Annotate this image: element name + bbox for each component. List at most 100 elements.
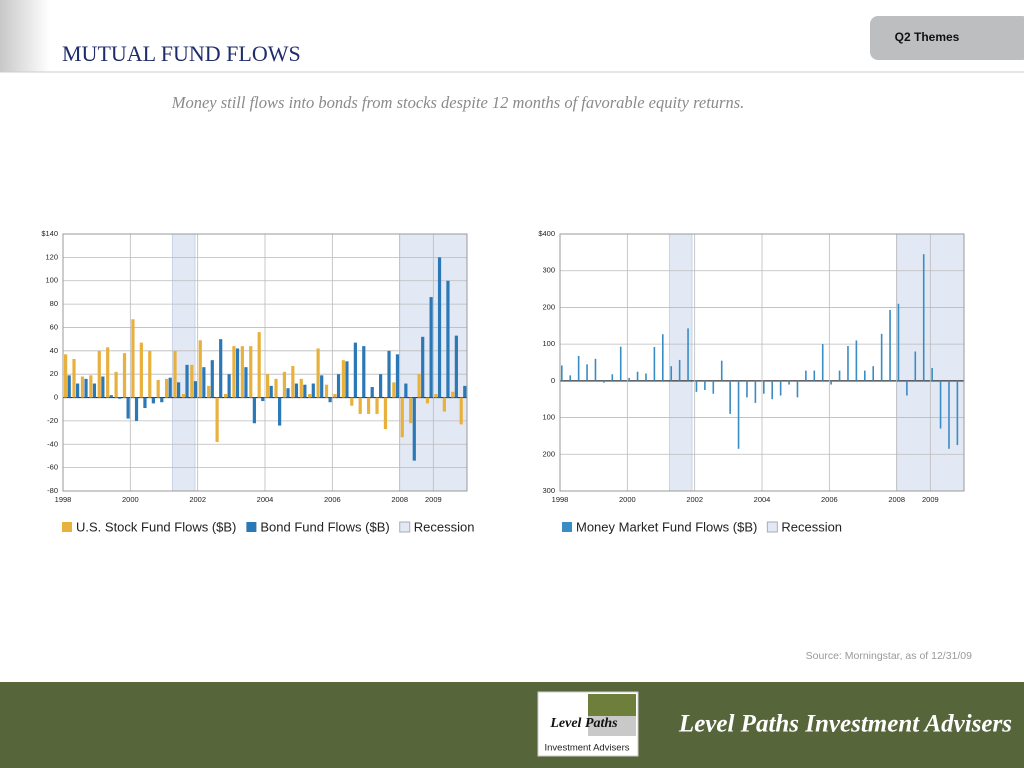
- bar: [134, 397, 139, 421]
- y-tick-label: 100: [542, 339, 555, 348]
- bar: [704, 380, 706, 391]
- bar: [370, 387, 374, 398]
- bar: [788, 380, 790, 385]
- bar: [148, 350, 152, 398]
- bar: [446, 280, 450, 398]
- bar: [577, 355, 580, 381]
- bar: [223, 394, 228, 398]
- bar: [320, 375, 324, 398]
- bar: [139, 342, 143, 398]
- slide-title: MUTUAL FUND FLOWS: [62, 41, 301, 66]
- x-tick-label: 2008: [391, 495, 408, 504]
- bar: [198, 340, 202, 398]
- bar: [412, 397, 416, 461]
- bar: [72, 358, 76, 398]
- bar: [122, 353, 127, 398]
- bar: [143, 397, 147, 409]
- bar: [89, 375, 93, 398]
- bar: [274, 378, 278, 398]
- bar: [956, 380, 959, 446]
- bar: [193, 381, 198, 398]
- bar: [106, 347, 110, 398]
- y-tick-label: 0: [551, 376, 555, 385]
- bar: [336, 374, 341, 398]
- bar: [207, 385, 211, 398]
- bar: [353, 342, 357, 398]
- bar: [257, 332, 261, 398]
- bar: [316, 348, 320, 398]
- bar: [561, 365, 563, 381]
- bar: [67, 375, 71, 398]
- bar: [252, 397, 256, 424]
- bar: [165, 378, 169, 398]
- bar: [417, 374, 421, 398]
- bar: [249, 346, 253, 398]
- bar: [662, 334, 664, 381]
- logo-subtitle: Investment Advisers: [544, 743, 629, 754]
- bar: [80, 376, 85, 398]
- x-tick-label: 2004: [257, 495, 274, 504]
- bar: [151, 397, 155, 404]
- bar: [437, 257, 442, 398]
- bar: [636, 371, 639, 381]
- bar: [939, 380, 942, 429]
- legend-label: Bond Fund Flows ($B): [260, 519, 389, 534]
- y-tick-label: 120: [45, 252, 58, 261]
- bar: [813, 370, 816, 381]
- bar: [173, 350, 177, 398]
- y-tick-label: 20: [50, 369, 58, 378]
- x-tick-label: 1998: [552, 495, 569, 504]
- y-tick-label: 80: [50, 299, 58, 308]
- x-tick-label: 2000: [122, 495, 139, 504]
- y-tick-label: 200: [542, 449, 555, 458]
- bar: [569, 375, 572, 381]
- legend-swatch: [62, 522, 72, 532]
- bar: [678, 359, 681, 381]
- bar: [425, 397, 430, 404]
- legend-swatch: [399, 521, 411, 533]
- y-tick-label: $140: [41, 229, 58, 238]
- tab-label[interactable]: Q2 Themes: [895, 30, 960, 44]
- x-tick-label: 2009: [922, 495, 939, 504]
- x-tick-label: 2006: [821, 495, 838, 504]
- bar: [628, 377, 630, 381]
- bar: [712, 380, 715, 394]
- bar: [160, 397, 164, 403]
- bar: [670, 366, 673, 381]
- bar: [294, 383, 299, 398]
- bar: [261, 397, 265, 402]
- source: Source: Morningstar, as of 12/31/09: [806, 650, 973, 662]
- bar: [404, 383, 408, 398]
- bar: [244, 367, 248, 398]
- bar: [177, 382, 181, 398]
- bar: [114, 371, 118, 398]
- bar: [796, 380, 799, 398]
- bar: [729, 380, 731, 414]
- bar: [118, 397, 122, 399]
- y-tick-label: -40: [47, 439, 58, 448]
- bar: [383, 397, 388, 430]
- x-tick-label: 2002: [686, 495, 703, 504]
- y-tick-label: -80: [47, 486, 58, 495]
- y-tick-label: $400: [538, 229, 555, 238]
- tab[interactable]: [870, 16, 1024, 60]
- y-tick-label: -20: [47, 416, 58, 425]
- x-tick-label: 1998: [55, 495, 72, 504]
- bar: [872, 366, 875, 381]
- bar: [215, 397, 219, 442]
- bar: [84, 378, 88, 398]
- bar: [695, 380, 698, 392]
- bar: [92, 383, 97, 398]
- bar: [303, 384, 307, 398]
- bar: [185, 364, 189, 398]
- y-tick-label: 0: [54, 393, 58, 402]
- bar: [232, 346, 236, 398]
- bar: [754, 380, 757, 403]
- bar: [375, 397, 379, 414]
- bar: [421, 336, 425, 398]
- bar: [341, 360, 345, 398]
- bar: [278, 397, 282, 426]
- bar: [190, 364, 194, 398]
- bar: [434, 394, 438, 398]
- x-tick-label: 2004: [754, 495, 771, 504]
